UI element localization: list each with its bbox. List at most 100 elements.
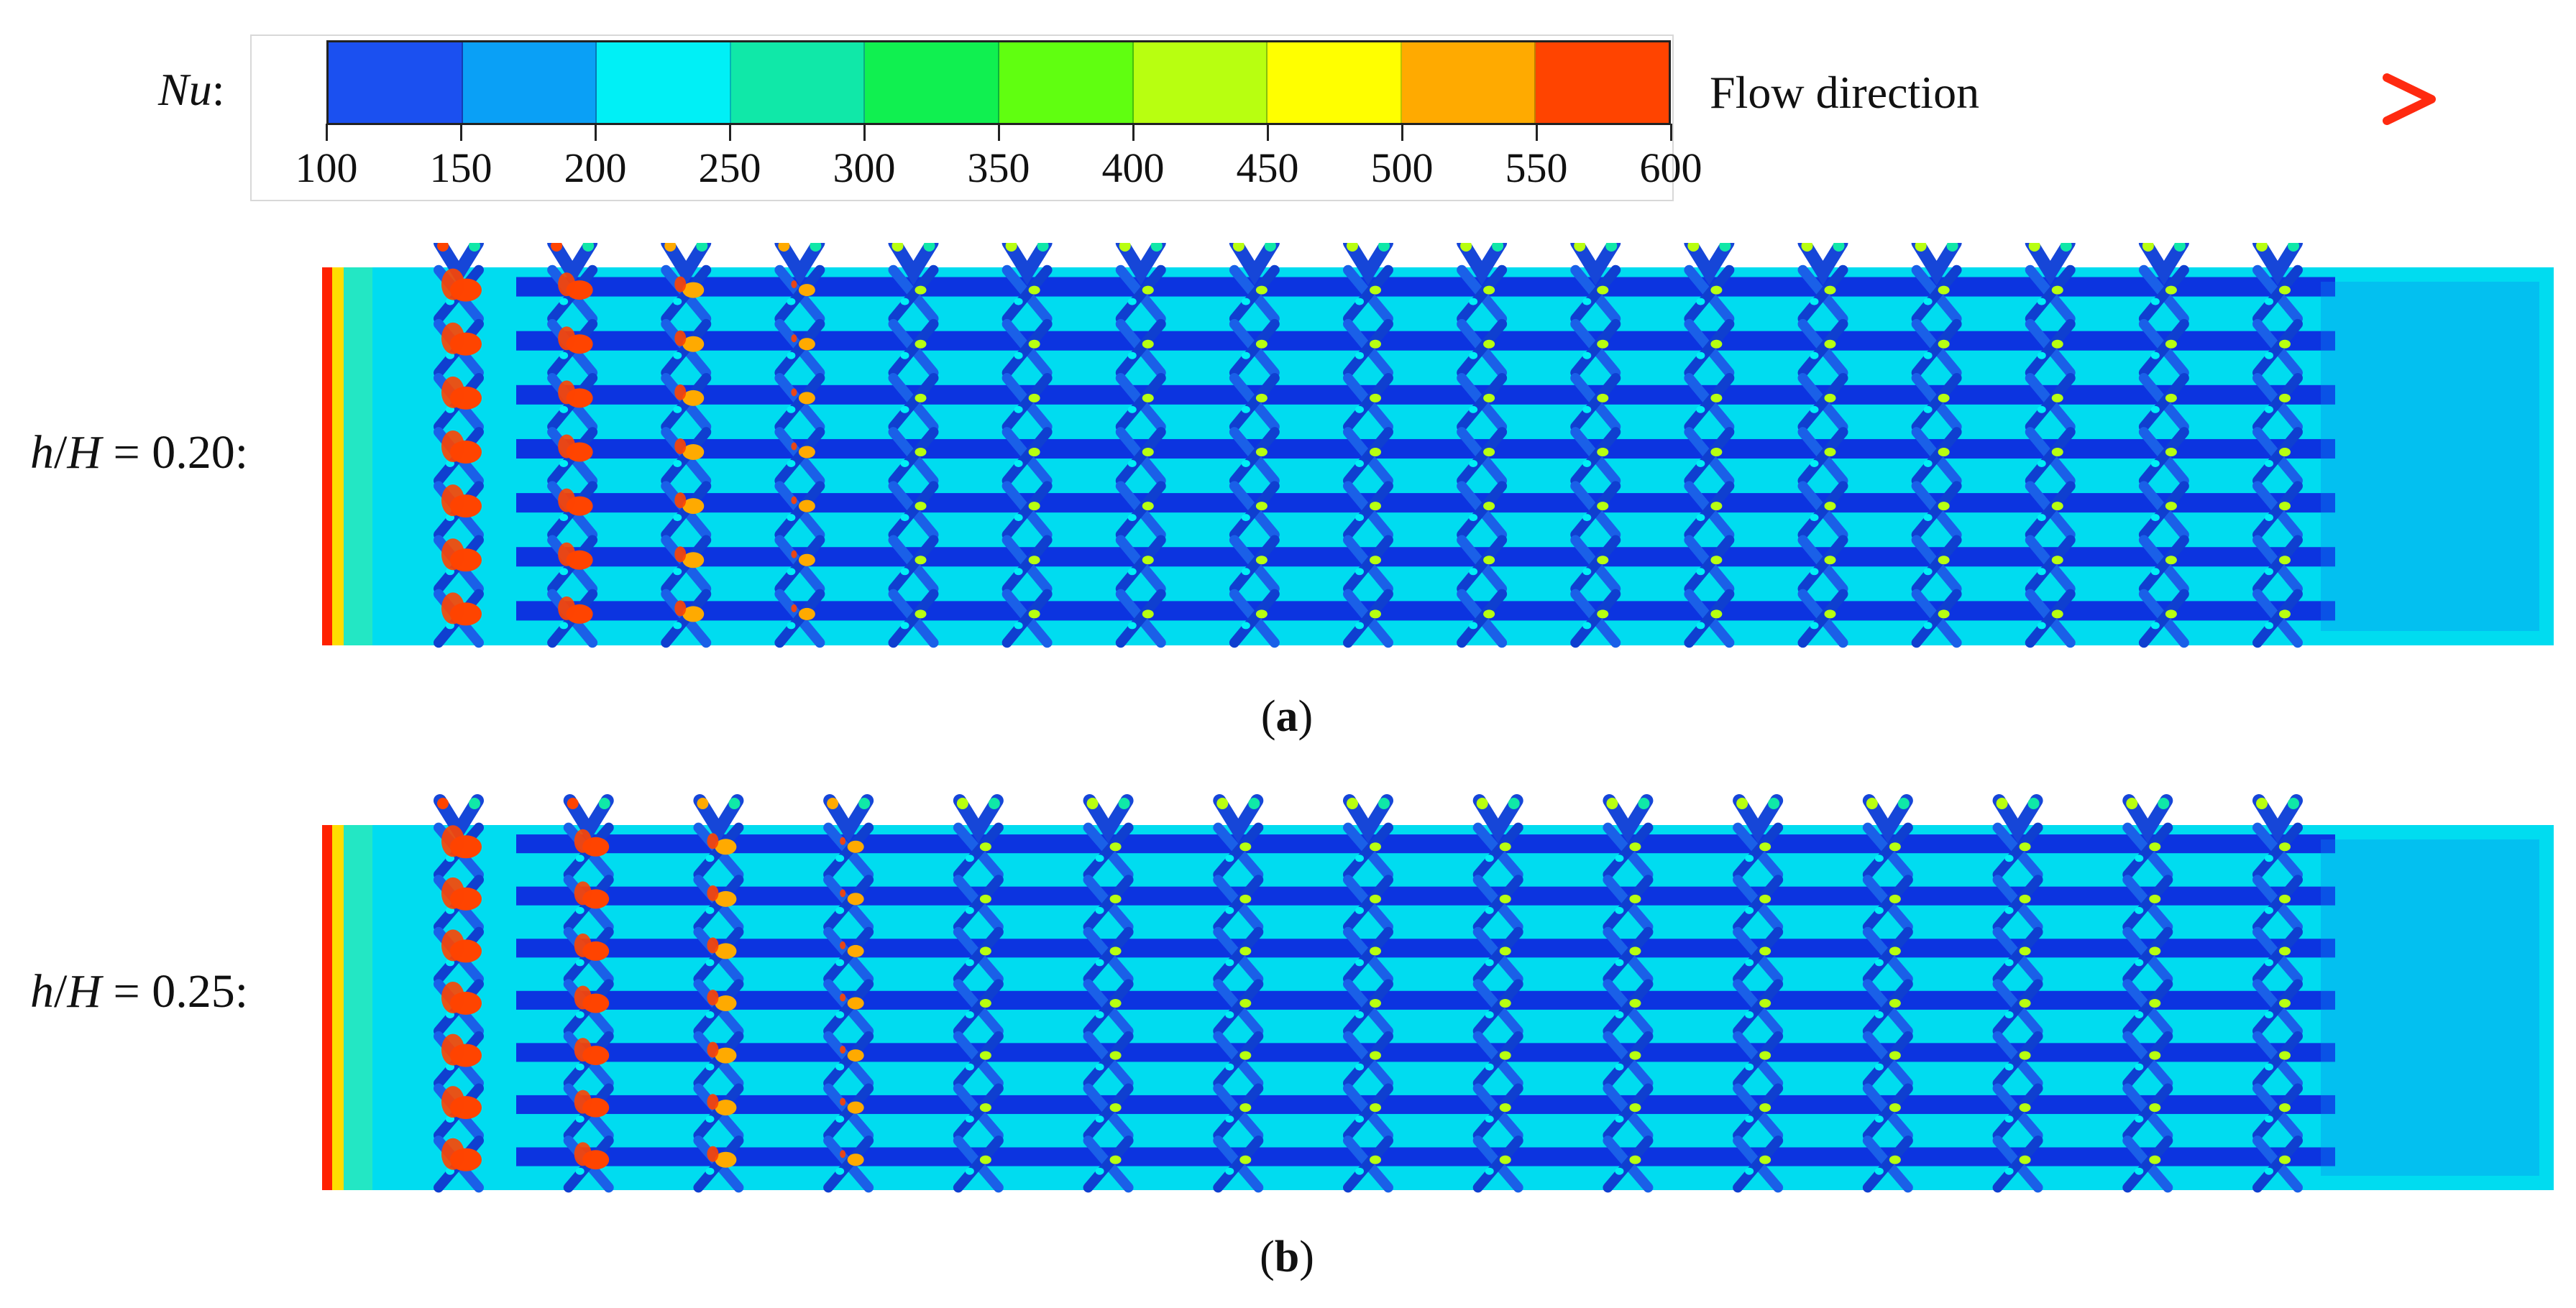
panel-a-value: = 0.20:	[101, 426, 249, 479]
colorbar-tick-200	[594, 124, 597, 141]
colorbar-tick-300	[863, 124, 866, 141]
colorbar-tick-550	[1535, 124, 1538, 141]
panel-a-var-h: h	[30, 426, 54, 479]
panel-b-channel-0	[516, 834, 2335, 854]
panel-b-pin-column-7	[1343, 794, 1393, 1193]
panel-b-pin-column-6	[1213, 794, 1264, 1193]
panel-a-pin-column-15	[2138, 243, 2189, 648]
colorbar-tick-400	[1132, 124, 1135, 141]
panel-a-channel-1	[516, 331, 2335, 351]
colorbar-tick-250	[728, 124, 731, 141]
nu-symbol: Nu	[158, 64, 212, 115]
panel-b-pin-column-9	[1603, 794, 1654, 1193]
panel-b-channel-4	[516, 1043, 2335, 1062]
panel-b-pin-column-8	[1472, 794, 1523, 1193]
panel-b-pin-column-1	[563, 794, 614, 1193]
panel-b-var-H: H	[67, 965, 102, 1018]
panel-a-inlet-glow	[344, 267, 372, 645]
panel-a-nu-contour-field	[322, 243, 2554, 648]
colorbar-tick-500	[1401, 124, 1403, 141]
colorbar-tick-label-250: 250	[698, 144, 761, 191]
panel-a-parameter-label: h/H = 0.20:	[30, 426, 249, 479]
panel-b-nu-contour-field	[322, 794, 2554, 1193]
colorbar-segment-9	[1536, 42, 1669, 123]
colorbar-segment-8	[1401, 42, 1536, 123]
colorbar-segment-0	[329, 42, 463, 123]
panel-b-pin-column-11	[1862, 794, 1913, 1193]
panel-a-outlet-wake	[2321, 282, 2539, 631]
panel-a-pin-column-8	[1343, 243, 1393, 648]
panel-b-channel-1	[516, 886, 2335, 906]
colorbar-segment-2	[597, 42, 731, 123]
colorbar-segment-1	[462, 42, 597, 123]
panel-b-caption: (b)	[1260, 1233, 1314, 1281]
panel-b-value: = 0.25:	[101, 965, 249, 1018]
panel-a-channel-4	[516, 493, 2335, 513]
colorbar-tick-100	[325, 124, 328, 141]
colorbar-tick-label-500: 500	[1370, 144, 1434, 191]
panel-a-pin-column-0	[434, 243, 484, 648]
panel-b-var-h: h	[30, 965, 54, 1018]
colorbar-tick-600	[1669, 124, 1672, 141]
panel-a-pin-column-6	[1115, 243, 1166, 648]
panel-a-pin-column-10	[1570, 243, 1621, 648]
colorbar-tick-label-150: 150	[429, 144, 492, 191]
colorbar-tick-label-350: 350	[967, 144, 1030, 191]
colorbar	[326, 40, 1671, 125]
panel-a-pin-column-7	[1229, 243, 1280, 648]
panel-b-channel-5	[516, 1095, 2335, 1115]
nu-colon: :	[211, 64, 225, 115]
panel-a-pin-column-14	[2025, 243, 2076, 648]
colorbar-segment-5	[999, 42, 1134, 123]
panel-a-pin-column-3	[774, 243, 825, 648]
colorbar-tick-label-550: 550	[1505, 144, 1568, 191]
panel-b-inlet-gradient	[332, 825, 344, 1190]
colorbar-segment-7	[1268, 42, 1402, 123]
colorbar-tick-450	[1266, 124, 1269, 141]
panel-a-channel-5	[516, 547, 2335, 567]
colorbar-ticks	[325, 124, 1672, 141]
panel-a-pin-column-1	[547, 243, 598, 648]
colorbar-tick-label-450: 450	[1236, 144, 1299, 191]
panel-b-pin-column-12	[1992, 794, 2043, 1193]
colorbar-variable-label: Nu:	[158, 63, 224, 116]
panel-b-caption-letter: b	[1274, 1233, 1300, 1281]
colorbar-segment-4	[865, 42, 999, 123]
panel-b-outlet-wake	[2321, 839, 2539, 1176]
panel-a-pin-column-4	[888, 243, 939, 648]
panel-b-channel-6	[516, 1147, 2335, 1166]
panel-a-pin-column-5	[1001, 243, 1053, 648]
panel-b-channel-3	[516, 990, 2335, 1010]
panel-b-pin-column-13	[2122, 794, 2173, 1193]
colorbar-segment-3	[730, 42, 866, 123]
panel-a-pin-column-13	[1911, 243, 1962, 648]
panel-b-pin-column-5	[1083, 794, 1134, 1193]
flow-direction-label: Flow direction	[1710, 67, 1980, 118]
panel-a-channel-2	[516, 384, 2335, 405]
panel-b-pin-column-0	[434, 794, 484, 1193]
panel-a-var-H: H	[67, 426, 102, 479]
panel-a-caption: (a)	[1260, 692, 1314, 741]
panel-b-pin-column-14	[2252, 794, 2303, 1193]
panel-a-pin-column-16	[2252, 243, 2303, 648]
panel-b-pin-column-4	[953, 794, 1004, 1193]
panel-a-pin-column-2	[661, 243, 712, 648]
panel-a-inlet-strip	[322, 267, 332, 645]
panel-a-channel-0	[516, 277, 2335, 297]
colorbar-tick-label-200: 200	[564, 144, 627, 191]
colorbar-tick-label-600: 600	[1639, 144, 1702, 191]
panel-b-pin-column-3	[823, 794, 874, 1193]
colorbar-tick-label-100: 100	[295, 144, 358, 191]
panel-b-inlet-strip	[322, 825, 332, 1190]
colorbar-tick-350	[997, 124, 1000, 141]
colorbar-tick-labels: 100 150 200 250 300 350 400 450 500 550 600	[295, 144, 1702, 194]
panel-b-pin-column-10	[1733, 794, 1784, 1193]
panel-b-parameter-label: h/H = 0.25:	[30, 965, 249, 1018]
panel-b-pin-column-2	[693, 794, 744, 1193]
colorbar-tick-150	[459, 124, 462, 141]
panel-a-caption-letter: a	[1275, 692, 1298, 741]
colorbar-segment-6	[1133, 42, 1268, 123]
panel-a-pin-column-9	[1457, 243, 1508, 648]
colorbar-tick-label-400: 400	[1101, 144, 1165, 191]
panel-b-channel-2	[516, 939, 2335, 958]
